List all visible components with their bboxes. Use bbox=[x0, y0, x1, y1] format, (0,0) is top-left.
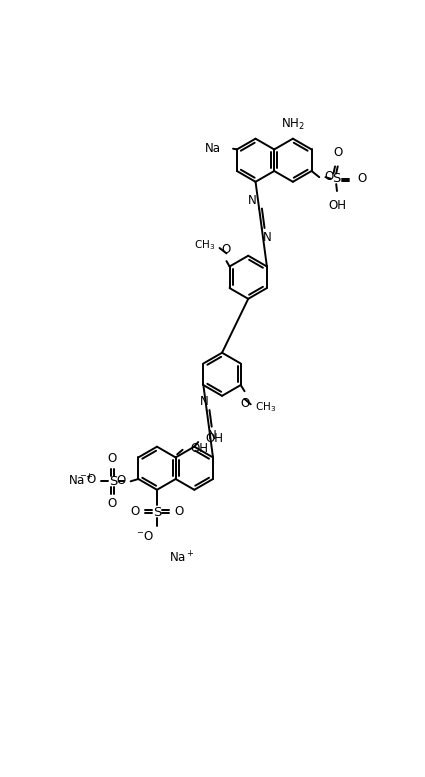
Text: Na: Na bbox=[205, 142, 221, 155]
Text: NH$_2$: NH$_2$ bbox=[281, 117, 305, 132]
Text: N: N bbox=[248, 193, 257, 207]
Text: OH: OH bbox=[205, 433, 223, 445]
Text: O: O bbox=[174, 505, 183, 517]
Text: O: O bbox=[108, 452, 117, 465]
Text: N: N bbox=[263, 231, 271, 244]
Text: S: S bbox=[110, 475, 118, 488]
Text: N: N bbox=[208, 429, 217, 441]
Text: Na$^+$: Na$^+$ bbox=[68, 474, 94, 489]
Text: N: N bbox=[199, 395, 208, 408]
Text: CH$_3$: CH$_3$ bbox=[195, 238, 216, 252]
Text: Na$^+$: Na$^+$ bbox=[169, 550, 194, 565]
Text: OH: OH bbox=[328, 199, 346, 211]
Text: OH: OH bbox=[190, 441, 208, 455]
Text: S: S bbox=[332, 172, 340, 185]
Text: $^{-}$O: $^{-}$O bbox=[79, 472, 97, 486]
Text: O: O bbox=[240, 396, 249, 409]
Text: O: O bbox=[108, 497, 117, 510]
Text: O: O bbox=[324, 170, 333, 183]
Text: CH$_3$: CH$_3$ bbox=[255, 399, 277, 413]
Text: O: O bbox=[333, 146, 343, 159]
Text: O: O bbox=[358, 172, 367, 185]
Text: O: O bbox=[117, 474, 126, 487]
Text: O: O bbox=[222, 242, 231, 256]
Text: S: S bbox=[153, 507, 161, 519]
Text: $^{-}$O: $^{-}$O bbox=[136, 530, 154, 543]
Text: O: O bbox=[131, 505, 140, 517]
